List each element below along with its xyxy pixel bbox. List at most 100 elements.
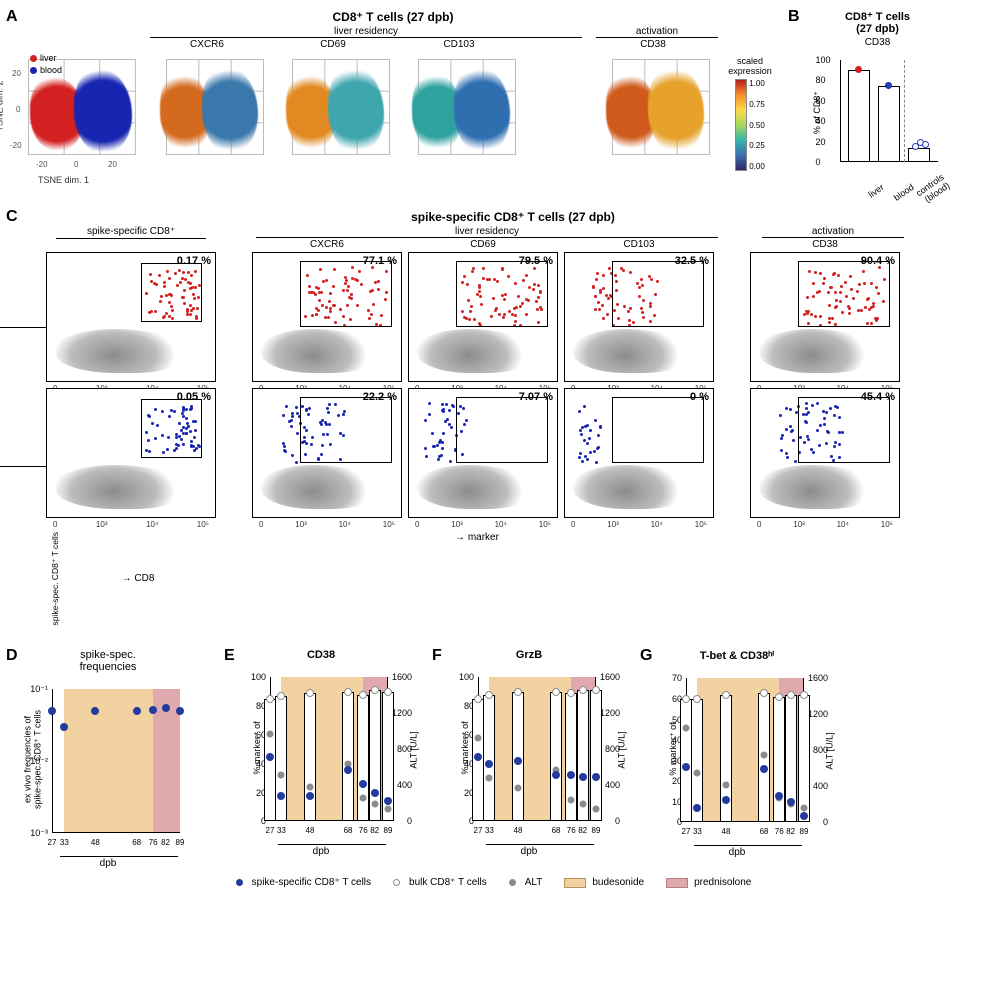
xtick: 27 xyxy=(48,838,57,847)
xtick: 68 xyxy=(760,827,769,836)
panel-f-title: GrzB xyxy=(434,649,624,661)
panel-g-title: T-bet & CD38ʰⁱ xyxy=(642,649,832,662)
c-activation-label: activation xyxy=(762,226,904,238)
spike-point xyxy=(266,753,274,761)
xtick: 27 xyxy=(682,827,691,836)
spike-point xyxy=(693,804,701,812)
bulk-bar xyxy=(773,697,785,822)
alt-point xyxy=(385,805,392,812)
y2tick: 1600 xyxy=(392,672,412,682)
spike-point xyxy=(760,765,768,773)
marker-label: CD69 xyxy=(272,39,394,50)
marker-label: CD38 xyxy=(592,39,714,50)
col-title: CD103 xyxy=(564,239,714,250)
spike-point xyxy=(787,798,795,806)
spike-dot-icon xyxy=(236,879,243,886)
gate-percent: 77.1 % xyxy=(363,255,397,267)
xtick: 68 xyxy=(132,838,141,847)
bulk-bar xyxy=(342,692,354,822)
panel-e-title: CD38 xyxy=(226,649,416,661)
ytick: 70 xyxy=(662,673,682,683)
ytick: 20 xyxy=(816,137,826,147)
ylabel: ex vivo frequencies of spike-spec. CD8⁺ … xyxy=(23,705,44,815)
spike-point xyxy=(371,789,379,797)
legend-budesonide-label: budesonide xyxy=(592,877,644,888)
xlabel: controls (blood) xyxy=(907,172,951,211)
chart-d: 10⁻³10⁻²10⁻¹ex vivo frequencies of spike… xyxy=(8,677,208,867)
ytick: 20 xyxy=(12,69,21,78)
bulk-point xyxy=(592,686,600,694)
data-point xyxy=(922,141,929,148)
spike-point xyxy=(277,792,285,800)
ytick: 100 xyxy=(246,672,266,682)
gate-percent: 90.4 % xyxy=(861,255,895,267)
bulk-point xyxy=(552,688,560,696)
spike-point xyxy=(162,704,170,712)
xlabel: dpb xyxy=(226,846,416,857)
bulk-point xyxy=(775,693,783,701)
flow-plot-blood-cxcr6: 22.2 %010³10⁴10⁵ xyxy=(252,388,402,518)
xtick: 82 xyxy=(578,826,587,835)
bulk-bar xyxy=(483,695,495,822)
bulk-point xyxy=(514,688,522,696)
xtick: 76 xyxy=(567,826,576,835)
spike-point xyxy=(133,707,141,715)
cbar-tick: 0.25 xyxy=(749,141,765,150)
spike-point xyxy=(567,771,575,779)
bulk-point xyxy=(384,688,392,696)
alt-point xyxy=(593,805,600,812)
xtick: 82 xyxy=(161,838,170,847)
gate-box xyxy=(300,397,392,464)
y2tick: 1200 xyxy=(808,709,828,719)
data-point xyxy=(885,82,892,89)
flow-xticks: 010³10⁴10⁵ xyxy=(751,520,899,529)
bulk-dot-icon xyxy=(393,879,400,886)
bulk-point xyxy=(277,692,285,700)
colorbar-title: scaled expression xyxy=(728,57,772,77)
bulk-bar xyxy=(798,695,810,823)
xlabel: dpb xyxy=(642,847,832,858)
flow-xticks: 010³10⁴10⁵ xyxy=(253,520,401,529)
alt-point xyxy=(475,734,482,741)
alt-point xyxy=(278,772,285,779)
xtick: 27 xyxy=(474,826,483,835)
alt-point xyxy=(568,796,575,803)
data-point xyxy=(855,66,862,73)
flow-plot-liver-cxcr6: 77.1 %010³10⁴10⁵ xyxy=(252,252,402,382)
bulk-bar xyxy=(357,695,369,822)
spike-point xyxy=(775,792,783,800)
alt-point xyxy=(694,770,701,777)
gate-box xyxy=(612,397,704,464)
panel-b-title: CD8⁺ T cells (27 dpb) xyxy=(790,10,965,35)
ytick: 10⁻¹ xyxy=(28,684,48,695)
xtick: 48 xyxy=(91,838,100,847)
gate-percent: 32.5 % xyxy=(675,255,709,267)
bulk-bar xyxy=(680,699,692,822)
legend-bulk-label: bulk CD8⁺ T cells xyxy=(409,877,487,888)
panel-label-d: D xyxy=(6,647,18,665)
y2tick: 1600 xyxy=(808,673,828,683)
xtick: 82 xyxy=(786,827,795,836)
gate-box xyxy=(456,397,548,464)
spike-point xyxy=(384,797,392,805)
gate-percent: 0.17 % xyxy=(177,255,211,267)
tsne-cd38 xyxy=(592,51,714,171)
spike-point xyxy=(722,796,730,804)
bar-blood xyxy=(878,86,900,163)
bulk-point xyxy=(800,691,808,699)
cbar-tick: 0.50 xyxy=(749,121,765,130)
y2tick: 1600 xyxy=(600,672,620,682)
alt-point xyxy=(801,805,808,812)
colorbar: scaled expression 1.00 0.75 0.50 0.25 0.… xyxy=(722,57,778,171)
spike-point xyxy=(592,773,600,781)
spike-point xyxy=(48,707,56,715)
panel-label-e: E xyxy=(224,647,235,665)
alt-dot-icon xyxy=(509,879,516,886)
bulk-point xyxy=(760,689,768,697)
xtick: 89 xyxy=(800,827,809,836)
legend-spike-label: spike-specific CD8⁺ T cells xyxy=(252,877,371,888)
xtick: 76 xyxy=(775,827,784,836)
cbar-tick: 1.00 xyxy=(749,79,765,88)
alt-point xyxy=(579,801,586,808)
xtick: 27 xyxy=(266,826,275,835)
